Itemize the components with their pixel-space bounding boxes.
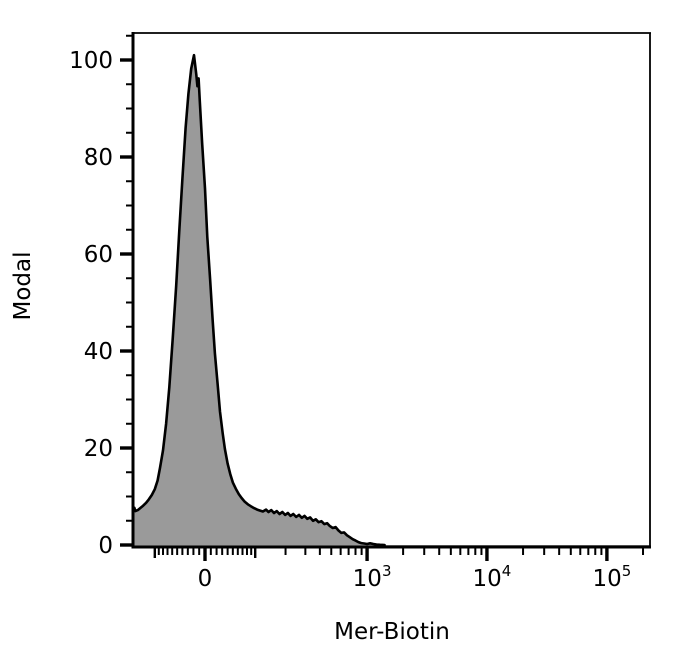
x-tick-exponent: 4	[502, 562, 512, 580]
x-tick-label: 0	[198, 566, 213, 592]
x-tick-exponent: 5	[622, 562, 632, 580]
x-tick-exponent: 3	[382, 562, 392, 580]
y-tick-label: 80	[84, 145, 113, 171]
x-tick-label: 104	[473, 562, 512, 592]
y-tick-label: 60	[84, 242, 113, 268]
y-tick-label: 40	[84, 339, 113, 365]
y-tick-label: 100	[69, 48, 113, 74]
y-tick-label: 20	[84, 436, 113, 462]
y-axis-label: Modal	[10, 252, 36, 321]
y-tick-label: 0	[98, 533, 113, 559]
x-tick-label: 103	[353, 562, 392, 592]
histogram-fill	[132, 55, 651, 547]
x-axis-label: Mer-Biotin	[334, 619, 450, 645]
histogram-curve	[131, 53, 386, 547]
plot-area: 0 20 40 60 80 100 0 103 104 105	[69, 32, 651, 592]
x-tick-label: 105	[592, 562, 631, 592]
